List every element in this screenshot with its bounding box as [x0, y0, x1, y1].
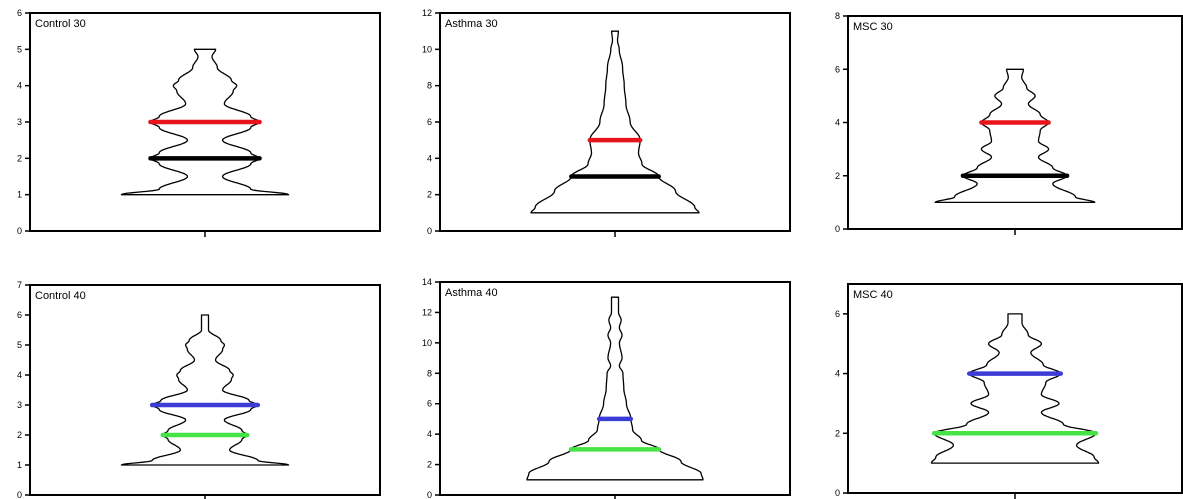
y-tick-label: 2 — [17, 430, 22, 440]
violin-shape — [526, 296, 704, 481]
y-tick-label: 5 — [17, 340, 22, 350]
y-tick-label: 0 — [427, 490, 432, 499]
y-tick-label: 2 — [427, 460, 432, 470]
y-tick-label: 12 — [422, 8, 432, 18]
violin-shape — [120, 314, 290, 466]
y-tick-label: 0 — [427, 226, 432, 236]
chart-panel-4: 0 1 2 3 4 5 6 7 Control 40 — [17, 280, 381, 499]
plot-frame — [29, 284, 381, 496]
y-tick-label: 12 — [422, 307, 432, 317]
y-tick-label: 0 — [835, 224, 840, 234]
chart-panel-1: 0 1 2 3 4 5 6 Control 30 — [17, 8, 381, 237]
y-tick-label: 10 — [422, 44, 432, 54]
plot-frame — [439, 281, 791, 496]
y-tick-label: 4 — [835, 118, 840, 128]
y-tick-label: 8 — [835, 11, 840, 21]
panel-title: MSC 40 — [853, 289, 893, 301]
y-tick-label: 4 — [17, 370, 22, 380]
panel-title: Control 30 — [35, 18, 86, 30]
y-tick-label: 7 — [17, 280, 22, 290]
y-tick-label: 4 — [17, 81, 22, 91]
y-tick-label: 4 — [427, 153, 432, 163]
y-tick-label: 2 — [835, 171, 840, 181]
y-tick-label: 5 — [17, 44, 22, 54]
violin-shape — [120, 48, 290, 196]
panel-title: Asthma 40 — [445, 287, 498, 299]
y-tick-label: 6 — [427, 399, 432, 409]
chart-panel-6: 0 2 4 6 MSC 40 — [835, 283, 1183, 499]
y-tick-label: 8 — [427, 368, 432, 378]
panel-title: Asthma 30 — [445, 18, 498, 30]
y-tick-label: 2 — [835, 428, 840, 438]
violin-shape — [934, 68, 1096, 204]
violin-shape — [930, 313, 1100, 464]
y-tick-label: 6 — [835, 309, 840, 319]
y-tick-label: 14 — [422, 277, 432, 287]
y-tick-label: 8 — [427, 81, 432, 91]
y-tick-label: 4 — [835, 369, 840, 379]
chart-panel-2: 0 2 4 6 8 10 12 Asthma 30 — [422, 8, 791, 237]
y-tick-label: 4 — [427, 429, 432, 439]
y-tick-label: 6 — [835, 64, 840, 74]
y-tick-label: 0 — [17, 490, 22, 499]
y-tick-label: 2 — [427, 190, 432, 200]
chart-panel-3: 0 2 4 6 8 MSC 30 — [835, 11, 1183, 235]
y-tick-label: 2 — [17, 153, 22, 163]
y-tick-label: 3 — [17, 117, 22, 127]
plot-frame — [847, 283, 1183, 494]
y-tick-label: 6 — [17, 8, 22, 18]
chart-panel-5: 0 2 4 6 8 10 12 14 Asthma 40 — [422, 277, 791, 499]
violin-shape — [530, 30, 700, 214]
y-tick-label: 0 — [17, 226, 22, 236]
y-tick-label: 1 — [17, 190, 22, 200]
y-tick-label: 1 — [17, 460, 22, 470]
panel-title: Control 40 — [35, 290, 86, 302]
y-tick-label: 3 — [17, 400, 22, 410]
y-tick-label: 6 — [17, 310, 22, 320]
panel-title: MSC 30 — [853, 21, 893, 33]
plot-frame — [439, 12, 791, 232]
y-tick-label: 6 — [427, 117, 432, 127]
y-tick-label: 10 — [422, 338, 432, 348]
y-tick-label: 0 — [835, 488, 840, 498]
